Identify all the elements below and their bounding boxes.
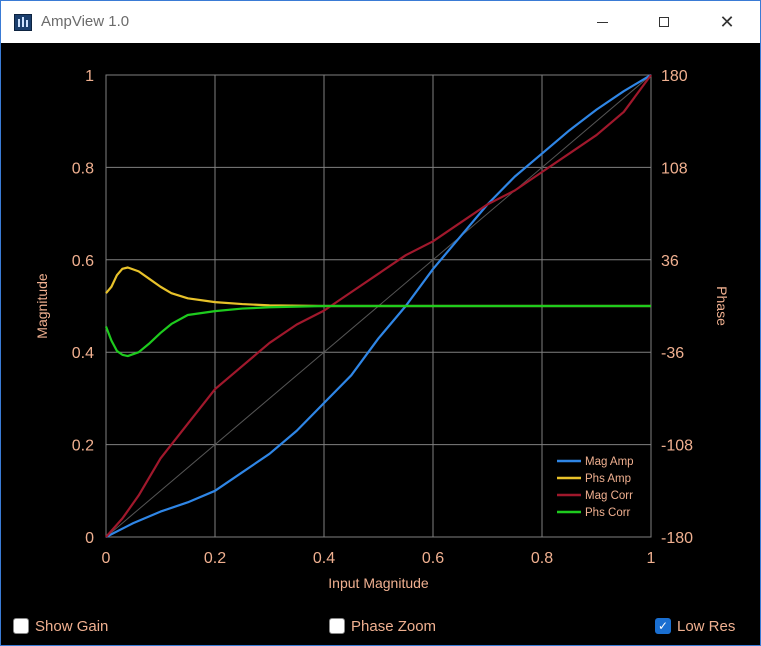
y-tick-label: 0.4: [72, 345, 94, 362]
y2-tick-label: -108: [661, 438, 693, 455]
tick-labels: 0 0.2 0.4 0.6 0.8 1 0 0.2 0.4 0.6 0.8 1 -180 -108 -36 3…: [72, 68, 693, 567]
y-tick-label: 0.6: [72, 253, 94, 270]
y2-axis-label: Phase: [714, 286, 730, 326]
close-button[interactable]: ✕: [704, 1, 750, 43]
y-tick-label: 1: [85, 68, 94, 85]
phase-zoom-label[interactable]: Phase Zoom: [351, 617, 437, 635]
y-tick-label: 0: [85, 530, 94, 547]
series-mag-corr-line: [105, 74, 652, 538]
x-tick-label: 0.6: [422, 550, 444, 567]
x-tick-label: 1: [647, 550, 656, 567]
x-tick-label: 0.4: [313, 550, 335, 567]
legend: Mag Amp Phs Amp Mag Corr Phs Corr: [557, 456, 634, 519]
show-gain-check-box[interactable]: [13, 618, 29, 634]
title-bar[interactable]: AmpView 1.0 ✕: [1, 1, 760, 43]
x-tick-label: 0: [102, 550, 111, 567]
grid-lines: [106, 75, 651, 537]
y-tick-label: 0.8: [72, 160, 94, 177]
x-tick-label: 0.2: [204, 550, 226, 567]
low-res-label[interactable]: Low Res: [677, 617, 736, 635]
y-tick-label: 0.2: [72, 438, 94, 455]
minimize-button[interactable]: [579, 1, 625, 43]
maximize-button[interactable]: [641, 1, 687, 43]
minimize-icon: [596, 21, 608, 23]
x-tick-label: 0.8: [531, 550, 553, 567]
phase-zoom-checkbox[interactable]: Phase Zoom: [329, 615, 436, 637]
y2-tick-label: 108: [661, 160, 688, 177]
checkmark-icon: ✓: [657, 619, 669, 633]
y2-tick-label: 180: [661, 68, 688, 85]
low-res-check-box[interactable]: ✓: [655, 618, 671, 634]
series-mag-amp-line: [105, 74, 652, 538]
amplitude-chart: 0 0.2 0.4 0.6 0.8 1 0 0.2 0.4 0.6 0.8 1 -180 -108 -36 3…: [34, 68, 730, 591]
y2-tick-label: -36: [661, 345, 684, 362]
legend-label: Phs Amp: [585, 473, 631, 485]
window-title: AmpView 1.0: [41, 13, 130, 30]
y-axis-label: Magnitude: [34, 273, 50, 339]
close-icon: ✕: [719, 12, 735, 32]
show-gain-checkbox[interactable]: Show Gain: [13, 615, 108, 637]
y2-tick-label: 36: [661, 253, 679, 270]
low-res-checkbox[interactable]: ✓ Low Res: [655, 615, 735, 637]
series-group: [104, 74, 652, 538]
legend-label: Phs Corr: [585, 507, 631, 519]
legend-label: Mag Amp: [585, 456, 634, 468]
y2-tick-label: -180: [661, 530, 693, 547]
show-gain-label[interactable]: Show Gain: [35, 617, 109, 635]
series-phs-corr-line: [104, 304, 651, 358]
maximize-icon: [659, 17, 669, 27]
app-icon: [14, 14, 32, 31]
phase-zoom-check-box[interactable]: [329, 618, 345, 634]
x-axis-label: Input Magnitude: [328, 575, 429, 591]
legend-label: Mag Corr: [585, 490, 633, 502]
